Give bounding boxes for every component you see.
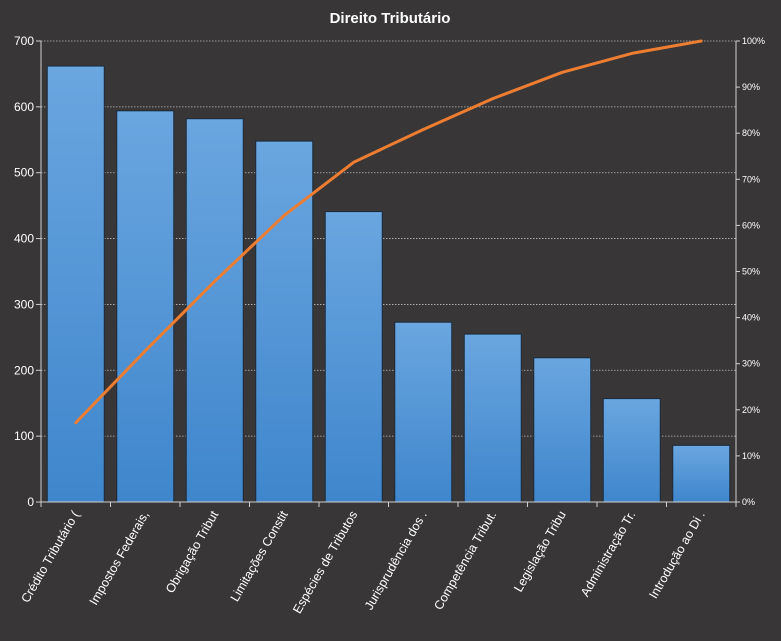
y-tick-label: 500 [14, 166, 34, 180]
y2-tick-label: 100% [742, 36, 765, 46]
bar [394, 321, 453, 503]
y2-tick-label: 70% [742, 174, 760, 184]
y-axis-ticks: 0 100 200 300 400 500 600 700 [14, 34, 34, 509]
bar [46, 65, 105, 503]
x-axis-ticks: Crédito Tributário (Impostos Federais, Ob… [18, 508, 707, 616]
x-tick-label: Jurisprudência dos . [362, 509, 430, 613]
x-tick-label: Legislação Tribu [511, 508, 569, 594]
y2-tick-label: 10% [742, 451, 760, 461]
x-tick-label: Obrigação Tribut [163, 508, 222, 595]
y-tick-label: 100 [14, 429, 34, 443]
y-tick-label: 0 [27, 495, 34, 509]
y2-tick-label: 0% [742, 497, 755, 507]
x-tick-label: Introdução ao Di . [646, 509, 707, 601]
y2-axis-ticks: 0% 10% 20% 30% 40% 50% 60% 70% 80% 90% 100% [742, 36, 765, 507]
bar [324, 211, 383, 503]
y-tick-label: 400 [14, 232, 34, 246]
y2-tick-label: 90% [742, 82, 760, 92]
x-tick-label: Administração Tr. [578, 509, 638, 600]
bar [533, 357, 592, 503]
y-tick-label: 300 [14, 297, 34, 311]
y-tick-label: 700 [14, 34, 34, 48]
bar [185, 118, 244, 503]
x-tick-label: Impostos Federais, [87, 509, 152, 608]
y-tick-label: 200 [14, 363, 34, 377]
bar [602, 398, 661, 503]
cumulative-line-group [74, 39, 703, 425]
chart-title: Direito Tributário [330, 10, 451, 27]
x-tick-label: Espécies de Tributos [290, 509, 360, 616]
bar [255, 140, 314, 503]
y2-tick-label: 20% [742, 405, 760, 415]
axes [36, 40, 740, 507]
y-tick-label: 600 [14, 100, 34, 114]
y2-tick-label: 40% [742, 313, 760, 323]
bar [672, 444, 731, 503]
y2-tick-label: 80% [742, 128, 760, 138]
bar [116, 110, 175, 503]
x-tick-label: Competência Tribut. [431, 509, 499, 613]
y2-tick-label: 30% [742, 359, 760, 369]
x-tick-label: Limitações Constit [228, 508, 291, 604]
bars [46, 65, 731, 503]
bar [463, 333, 522, 503]
y2-tick-label: 60% [742, 220, 760, 230]
x-tick-label: Crédito Tributário ( [18, 508, 82, 605]
cumulative-line [74, 39, 703, 425]
y2-tick-label: 50% [742, 267, 760, 277]
